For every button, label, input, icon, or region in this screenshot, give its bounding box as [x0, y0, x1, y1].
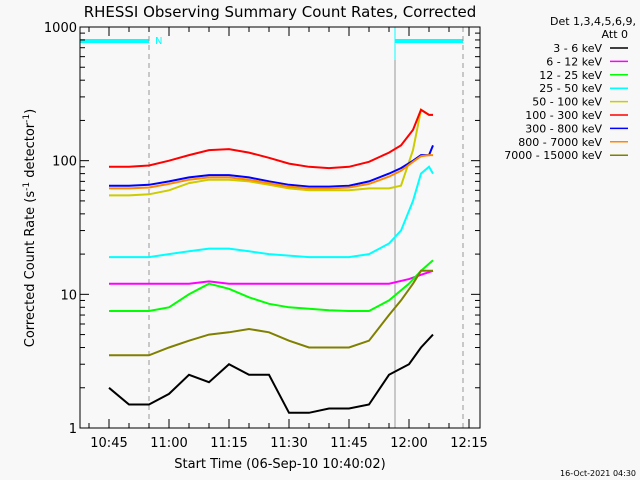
legend-label-4: 50 - 100 keV: [532, 96, 602, 109]
x-axis-label: Start Time (06-Sep-10 10:40:02): [174, 457, 385, 472]
series-line-0: [108, 333, 434, 414]
legend-label-0: 3 - 6 keV: [553, 42, 602, 55]
legend-label-8: 7000 - 15000 keV: [504, 149, 602, 162]
series-line-3: [109, 165, 434, 259]
legend-label-1: 6 - 12 keV: [546, 55, 602, 68]
night-label: N: [155, 36, 162, 47]
x-tick-label: 11:30: [270, 436, 307, 451]
x-tick-label: 11:45: [330, 436, 367, 451]
legend-label-6: 300 - 800 keV: [525, 122, 602, 135]
legend-label-3: 25 - 50 keV: [539, 82, 602, 95]
footer-date: 16-Oct-2021 04:30: [560, 469, 636, 478]
series-line-8: [109, 269, 433, 357]
legend-label-7: 800 - 7000 keV: [518, 136, 602, 149]
chart-title: RHESSI Observing Summary Count Rates, Co…: [84, 3, 477, 21]
series-line-4: [109, 108, 433, 197]
series-group: [108, 108, 434, 414]
y-axis-label: Corrected Count Rate (s-1 detector-1): [22, 109, 38, 347]
legend-header-1: Det 1,3,4,5,6,9,: [550, 15, 636, 28]
x-tick-label: 12:00: [390, 436, 427, 451]
y-tick-label: 1: [69, 422, 77, 437]
x-tick-label: 11:15: [210, 436, 247, 451]
legend-label-2: 12 - 25 keV: [539, 69, 602, 82]
series-line-1: [109, 269, 434, 285]
x-tick-label: 12:15: [450, 436, 487, 451]
legend-label-5: 100 - 300 keV: [525, 109, 602, 122]
series-line-5: [109, 108, 433, 170]
series-line-6: [109, 145, 434, 188]
legend-header-2: Att 0: [602, 28, 628, 41]
y-tick-label: 100: [52, 155, 77, 170]
series-line-7: [109, 154, 433, 190]
y-tick-label: 1000: [44, 21, 77, 36]
series-line-2: [109, 259, 434, 312]
y-tick-label: 10: [60, 288, 77, 303]
x-tick-label: 10:45: [90, 436, 127, 451]
x-tick-label: 11:00: [150, 436, 187, 451]
plot-frame: [79, 26, 481, 429]
axes: 10:45 11:00 11:15 11:30 11:45 12:00 12:15 1 10 10…: [44, 21, 488, 451]
